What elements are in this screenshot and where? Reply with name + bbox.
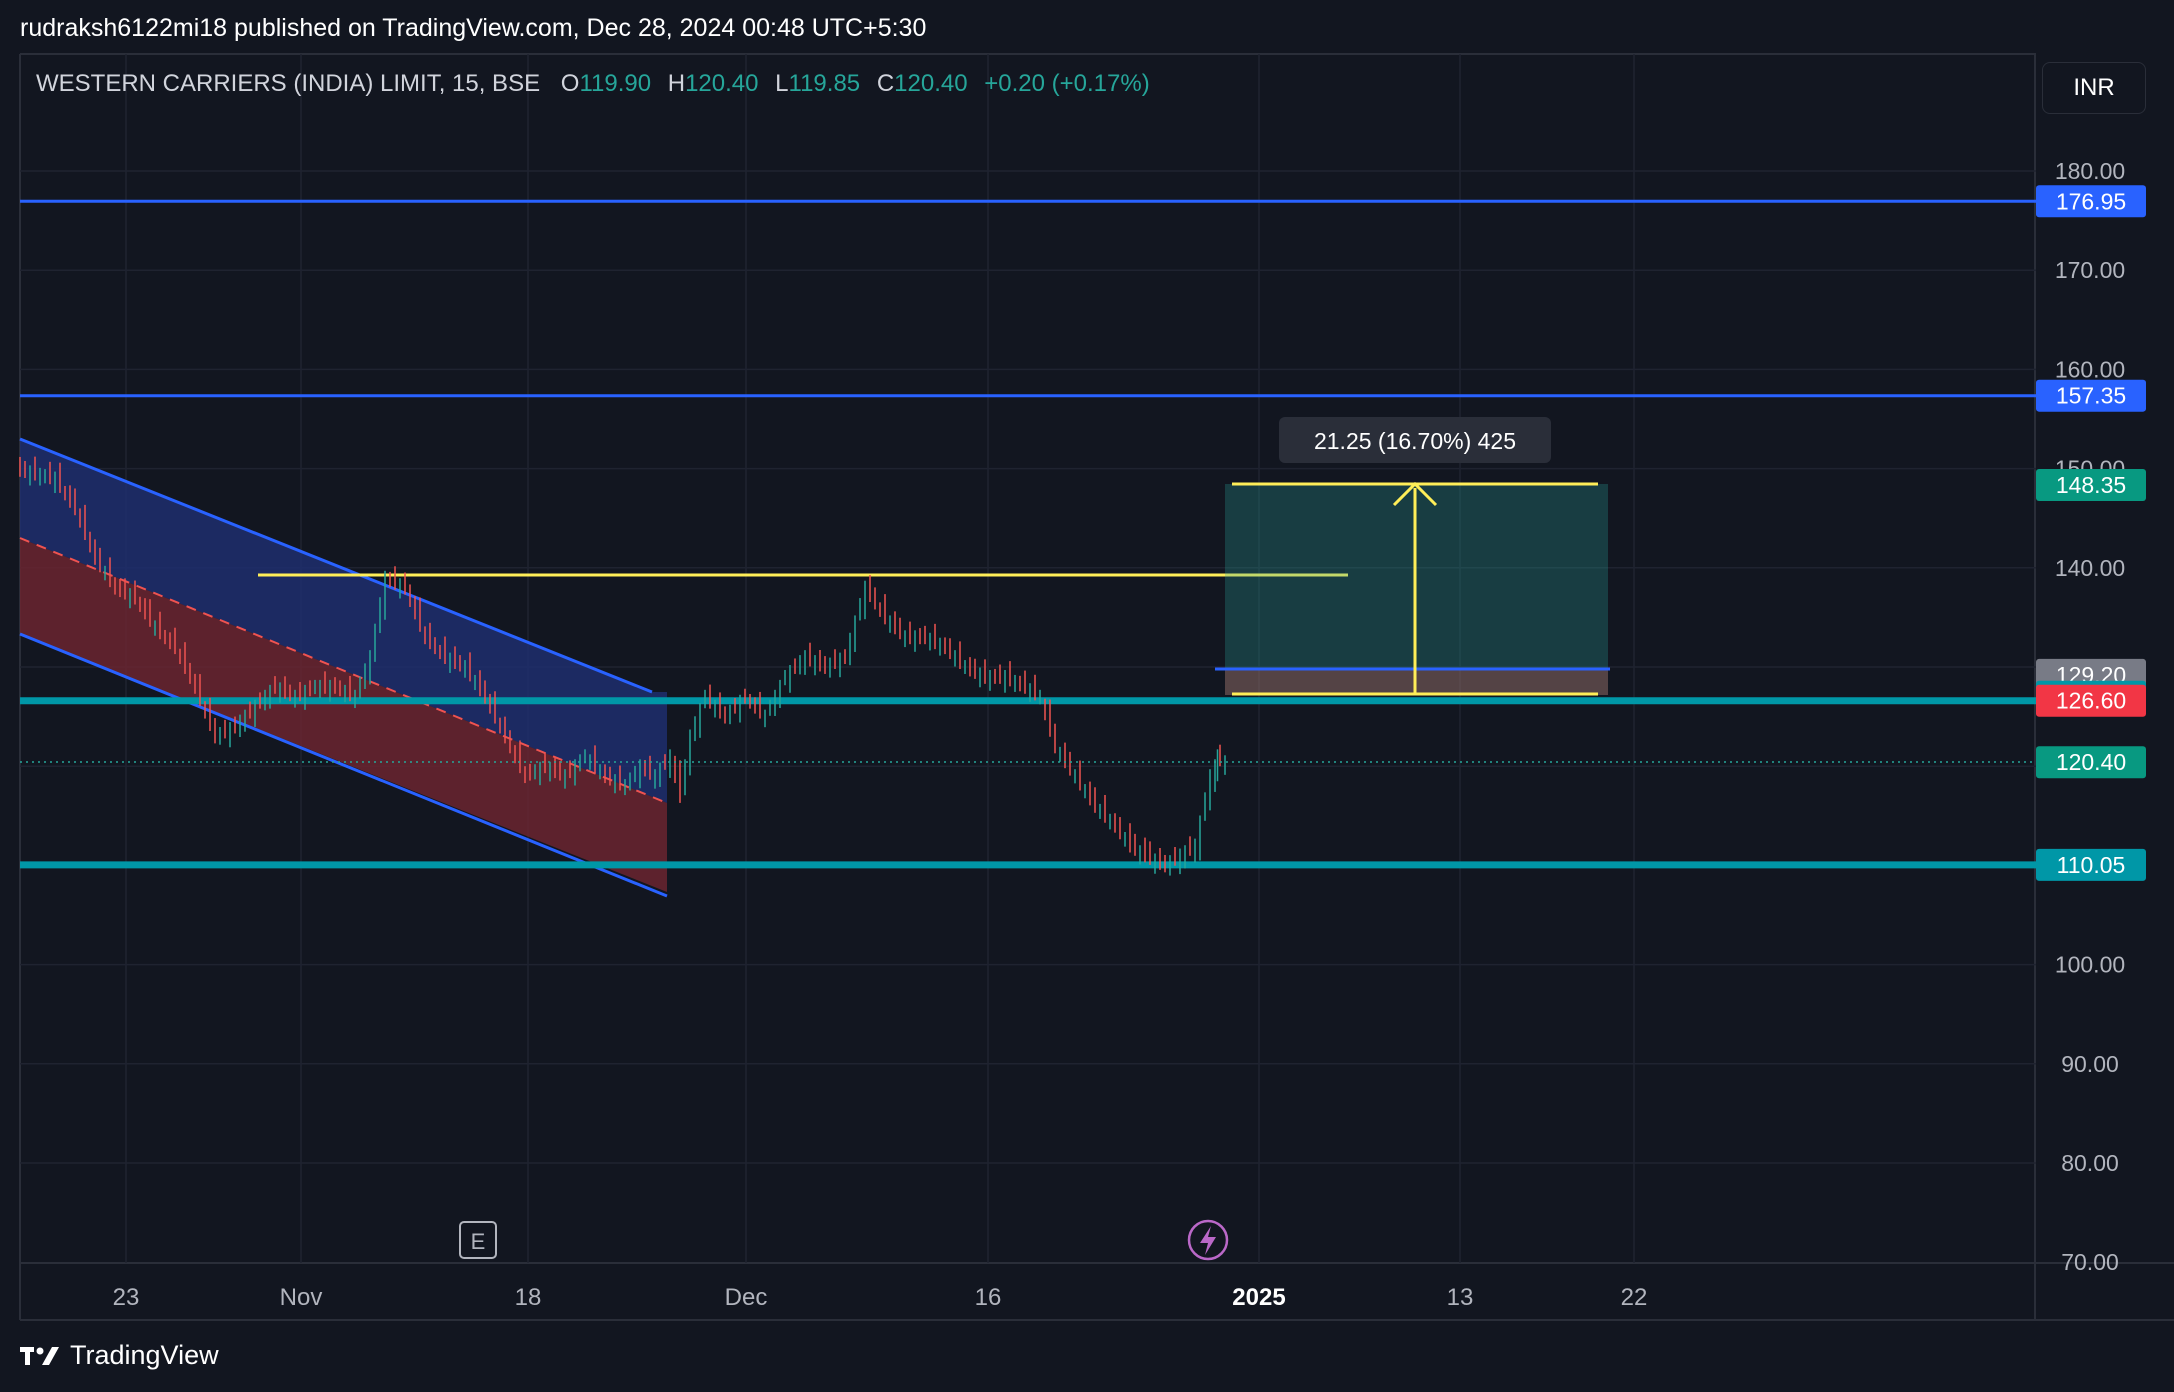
y-tick-label: 170.00	[2055, 257, 2125, 283]
level-tag	[2036, 185, 2146, 218]
change-value: +0.20 (+0.17%)	[984, 70, 1150, 97]
price-tag	[2036, 746, 2146, 779]
candles	[19, 456, 1226, 876]
low-value: 119.85	[788, 70, 861, 97]
low-label: L	[775, 70, 789, 97]
y-tick-label: 70.00	[2061, 1249, 2119, 1275]
horizontal-levels: 176.95 157.35 110.05	[20, 185, 2146, 881]
channel-upper-band	[20, 439, 667, 803]
close-value: 120.40	[894, 70, 968, 97]
x-tick-label: 13	[1447, 1284, 1474, 1311]
level-tag-label: 176.95	[2056, 188, 2126, 214]
y-tick-label: 180.00	[2055, 158, 2125, 184]
high-label: H	[667, 70, 686, 97]
channel-top-line	[19, 437, 653, 694]
symbol-name[interactable]: WESTERN CARRIERS (INDIA) LIMIT, 15, BSE	[36, 70, 541, 97]
price-tag	[2036, 684, 2146, 717]
price-tag	[2036, 468, 2146, 501]
channel-lower-band	[20, 538, 667, 892]
ohlc-legend: WESTERN CARRIERS (INDIA) LIMIT, 15, BSE …	[36, 70, 1150, 98]
time-axis[interactable]: 23 Nov 18 Dec 16 2025 13 22	[113, 1284, 1648, 1311]
price-tag-label: 120.40	[2056, 749, 2126, 775]
earnings-marker[interactable]: E	[459, 1221, 497, 1259]
close-label: C	[876, 70, 895, 97]
y-tick-label: 160.00	[2055, 356, 2125, 382]
earnings-marker-label: E	[471, 1229, 486, 1254]
y-tick-label: 140.00	[2055, 555, 2125, 581]
currency-button[interactable]: INR	[2042, 62, 2146, 114]
footer-brand: TradingView	[70, 1340, 219, 1370]
x-tick-label: Nov	[280, 1284, 323, 1311]
level-tag-label: 110.05	[2057, 852, 2126, 878]
y-tick-label: 90.00	[2061, 1051, 2119, 1077]
open-value: 119.90	[579, 70, 652, 97]
level-tag	[2036, 848, 2146, 881]
price-axis[interactable]: 180.00170.00160.00150.00140.00100.0090.0…	[2055, 158, 2125, 1275]
price-tag-label: 126.60	[2056, 688, 2126, 714]
x-tick-label: 22	[1621, 1284, 1648, 1311]
measure-arrowhead	[1392, 481, 1438, 507]
lightning-icon[interactable]	[1187, 1219, 1229, 1261]
y-tick-label: 80.00	[2061, 1150, 2119, 1176]
y-tick-label: 100.00	[2055, 952, 2125, 978]
x-tick-label: 18	[515, 1284, 542, 1311]
price-tag-label: 148.35	[2056, 472, 2126, 498]
x-tick-label: 2025	[1232, 1284, 1285, 1311]
level-tag	[2036, 379, 2146, 412]
x-tick-label: 23	[113, 1284, 140, 1311]
tradingview-logo-icon	[20, 1346, 59, 1365]
level-tag-label: 157.35	[2056, 383, 2126, 409]
x-tick-label: Dec	[725, 1284, 768, 1311]
channel-bottom-line	[19, 632, 668, 898]
measure-label-box	[1279, 417, 1551, 463]
x-tick-label: 16	[975, 1284, 1002, 1311]
tradingview-footer[interactable]: TradingView	[20, 1340, 219, 1371]
channel-mid-line	[19, 537, 668, 804]
high-value: 120.40	[685, 70, 759, 97]
publish-header: rudraksh6122mi18 published on TradingVie…	[20, 14, 927, 42]
measure-label: 21.25 (16.70%) 425	[1314, 428, 1516, 454]
open-label: O	[560, 70, 580, 97]
